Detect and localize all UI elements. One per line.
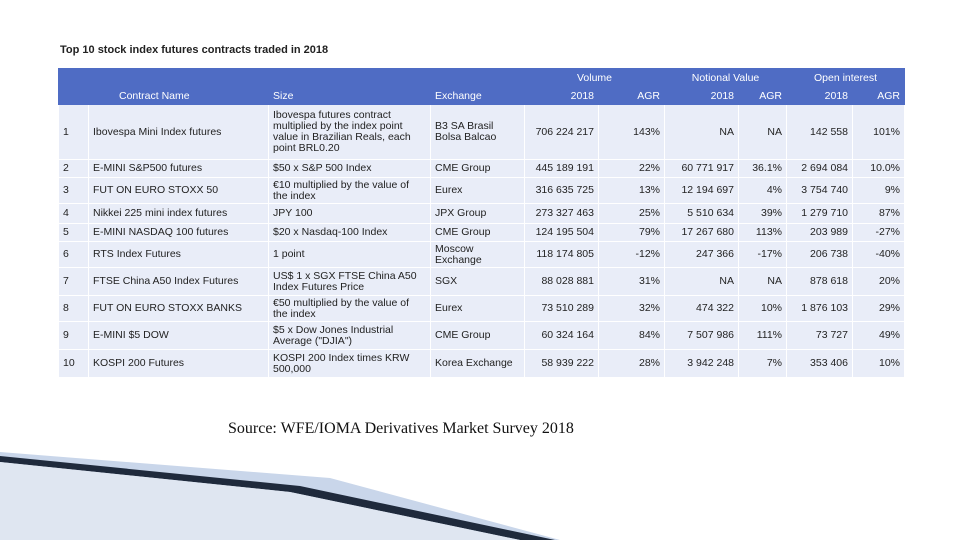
- group-header-row: Volume Notional Value Open interest: [58, 68, 906, 87]
- table-cell: -17%: [738, 241, 787, 268]
- table-cell: 142 558: [786, 104, 853, 160]
- table-cell: 111%: [738, 321, 787, 350]
- table-cell: E-MINI S&P500 futures: [88, 159, 269, 178]
- table-cell: 13%: [598, 177, 665, 204]
- table-cell: Ibovespa Mini Index futures: [88, 104, 269, 160]
- table-row: 3 FUT ON EURO STOXX 50 €10 multiplied by t…: [58, 177, 906, 204]
- table-cell: 8: [58, 295, 89, 322]
- table-cell: 60 324 164: [524, 321, 599, 350]
- table-cell: JPX Group: [430, 203, 525, 224]
- table-cell: 5 510 634: [664, 203, 739, 224]
- table-cell: 1: [58, 104, 89, 160]
- table-body: 1 Ibovespa Mini Index futures Ibovespa fut…: [58, 104, 906, 378]
- table-cell: CME Group: [430, 321, 525, 350]
- table-cell: 124 195 504: [524, 223, 599, 242]
- table-row: 8 FUT ON EURO STOXX BANKS €50 multiplied b…: [58, 295, 906, 322]
- table-cell: 88 028 881: [524, 267, 599, 296]
- table-row: 5 E-MINI NASDAQ 100 futures $20 x Nasdaq-1…: [58, 223, 906, 242]
- table-cell: 2 694 084: [786, 159, 853, 178]
- table-cell: 3 942 248: [664, 349, 739, 378]
- table-cell: 7: [58, 267, 89, 296]
- table-cell: NA: [738, 267, 787, 296]
- table-cell: 12 194 697: [664, 177, 739, 204]
- table-row: 7 FTSE China A50 Index Futures US$ 1 x SGX…: [58, 267, 906, 296]
- table-cell: -12%: [598, 241, 665, 268]
- table-cell: 353 406: [786, 349, 853, 378]
- table-cell: -40%: [851, 241, 906, 268]
- table-cell: 10: [58, 349, 89, 378]
- group-header: Notional Value: [664, 68, 787, 87]
- table-cell: KOSPI 200 Index times KRW 500,000: [268, 349, 431, 378]
- table-cell: B3 SA Brasil Bolsa Balcao: [430, 104, 525, 160]
- swoosh-fill: [0, 462, 520, 540]
- table-cell: 706 224 217: [524, 104, 599, 160]
- group-header: Volume: [524, 68, 665, 87]
- table-cell: 73 510 289: [524, 295, 599, 322]
- table-cell: 118 174 805: [524, 241, 599, 268]
- table-cell: 4: [58, 203, 89, 224]
- table-cell: 49%: [851, 321, 906, 350]
- table-cell: 9%: [851, 177, 906, 204]
- table-cell: 878 618: [786, 267, 853, 296]
- table-cell: 10%: [851, 349, 906, 378]
- column-header: AGR: [598, 86, 665, 105]
- blank-header: [58, 86, 89, 105]
- table-cell: 2: [58, 159, 89, 178]
- table-cell: 206 738: [786, 241, 853, 268]
- table-cell: 7 507 986: [664, 321, 739, 350]
- table-cell: 6: [58, 241, 89, 268]
- table-cell: 28%: [598, 349, 665, 378]
- table-cell: Eurex: [430, 295, 525, 322]
- table-cell: 101%: [851, 104, 906, 160]
- table-row: 9 E-MINI $5 DOW $5 x Dow Jones Industrial …: [58, 321, 906, 350]
- table-cell: 31%: [598, 267, 665, 296]
- table-cell: 73 727: [786, 321, 853, 350]
- table-row: 10 KOSPI 200 Futures KOSPI 200 Index times…: [58, 349, 906, 378]
- table-cell: 10.0%: [851, 159, 906, 178]
- table-cell: Moscow Exchange: [430, 241, 525, 268]
- table-cell: 143%: [598, 104, 665, 160]
- table-cell: FUT ON EURO STOXX BANKS: [88, 295, 269, 322]
- table-cell: 3: [58, 177, 89, 204]
- source-note: Source: WFE/IOMA Derivatives Market Surv…: [228, 420, 574, 437]
- table-cell: 247 366: [664, 241, 739, 268]
- table-cell: CME Group: [430, 223, 525, 242]
- table-cell: 273 327 463: [524, 203, 599, 224]
- table-cell: 203 989: [786, 223, 853, 242]
- table-cell: 5: [58, 223, 89, 242]
- table-cell: 1 279 710: [786, 203, 853, 224]
- table-cell: €50 multiplied by the value of the index: [268, 295, 431, 322]
- blank-header: [58, 68, 525, 87]
- table-cell: E-MINI $5 DOW: [88, 321, 269, 350]
- table-cell: 1 point: [268, 241, 431, 268]
- table-cell: $5 x Dow Jones Industrial Average ("DJIA…: [268, 321, 431, 350]
- table-row: 6 RTS Index Futures 1 point Moscow Exchange…: [58, 241, 906, 268]
- table-row: 1 Ibovespa Mini Index futures Ibovespa fut…: [58, 104, 906, 160]
- table-cell: 474 322: [664, 295, 739, 322]
- table-cell: 39%: [738, 203, 787, 224]
- swoosh-dark: [0, 456, 555, 540]
- table-cell: FTSE China A50 Index Futures: [88, 267, 269, 296]
- column-header: 2018: [524, 86, 599, 105]
- table-cell: US$ 1 x SGX FTSE China A50 Index Futures…: [268, 267, 431, 296]
- table-cell: Ibovespa futures contract multiplied by …: [268, 104, 431, 160]
- table-cell: Korea Exchange: [430, 349, 525, 378]
- futures-table: Volume Notional Value Open interest Cont…: [58, 68, 906, 378]
- table-cell: 10%: [738, 295, 787, 322]
- table-cell: KOSPI 200 Futures: [88, 349, 269, 378]
- table-cell: NA: [664, 267, 739, 296]
- table-title: Top 10 stock index futures contracts tra…: [60, 44, 329, 56]
- table-cell: 29%: [851, 295, 906, 322]
- table-cell: 9: [58, 321, 89, 350]
- table-cell: 58 939 222: [524, 349, 599, 378]
- table-cell: 87%: [851, 203, 906, 224]
- table-cell: NA: [738, 104, 787, 160]
- table-cell: $20 x Nasdaq-100 Index: [268, 223, 431, 242]
- table-cell: FUT ON EURO STOXX 50: [88, 177, 269, 204]
- table-cell: 7%: [738, 349, 787, 378]
- table-cell: E-MINI NASDAQ 100 futures: [88, 223, 269, 242]
- table-cell: RTS Index Futures: [88, 241, 269, 268]
